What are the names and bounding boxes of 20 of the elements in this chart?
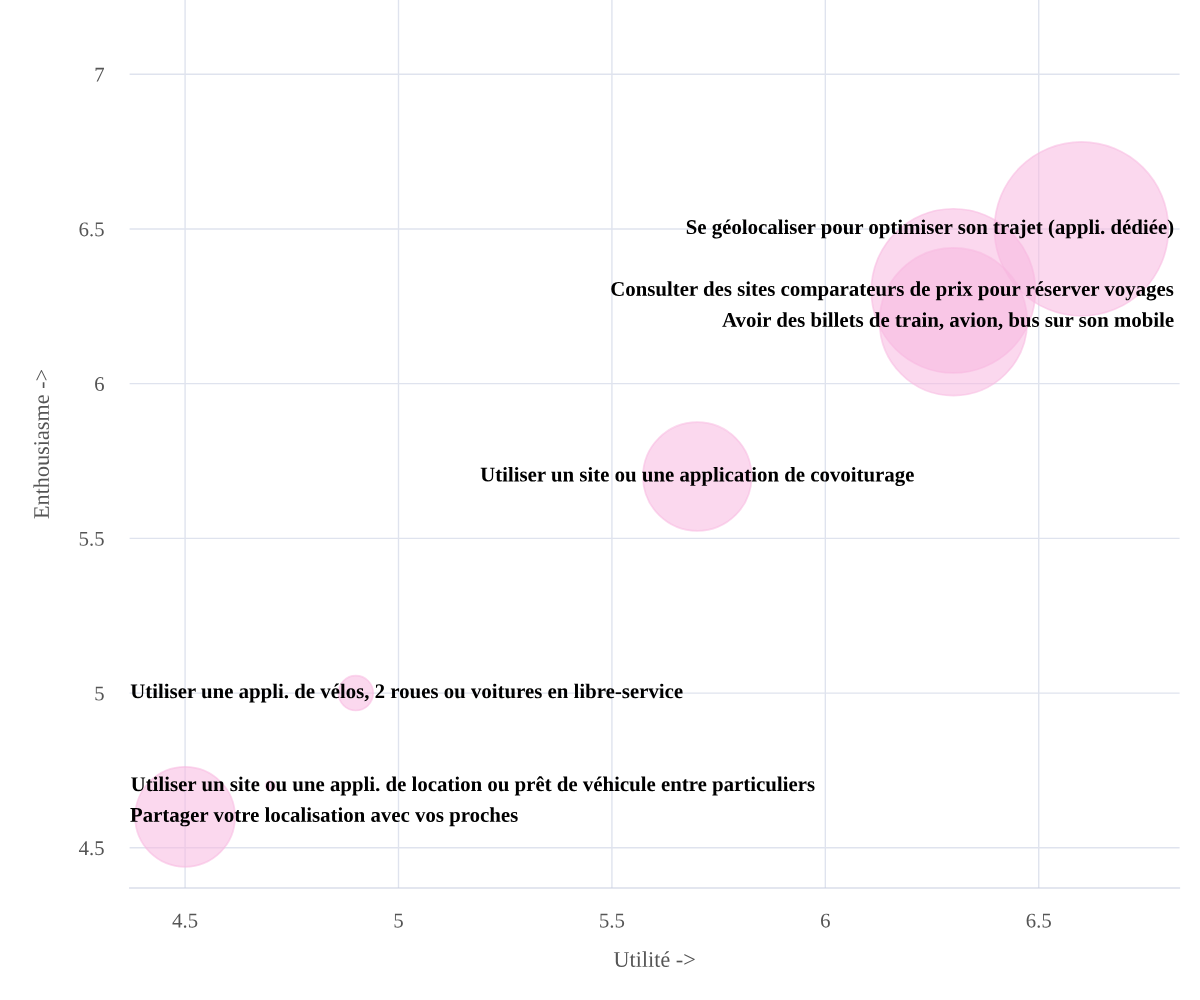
x-tick-label: 6	[821, 913, 830, 928]
y-axis-title: Enthousiasme ->	[33, 369, 50, 519]
y-tick-label: 6	[95, 377, 104, 392]
annotation: Utiliser un site ou une appli. de location ou prêt de véhicule entre particuliers	[131, 776, 815, 796]
x-tick-label: 5	[394, 913, 403, 928]
y-tick-label: 5	[95, 686, 104, 701]
annotation: Se géolocaliser pour optimiser son trajet (appli. dédiée)	[686, 219, 1174, 239]
y-tick-label: 6.5	[79, 222, 104, 237]
annotation: Partager votre localisation avec vos proches	[130, 807, 518, 827]
x-tick-label: 4.5	[172, 913, 198, 928]
annotation: Consulter des sites comparateurs de prix pour réserver voyages	[611, 281, 1174, 301]
x-axis-title: Utilité ->	[613, 951, 695, 967]
x-tick-label: 6.5	[1026, 913, 1051, 928]
y-tick-label: 7	[95, 67, 104, 82]
annotation: Avoir des billets de train, avion, bus sur son mobile	[722, 312, 1174, 331]
y-tick-label: 5.5	[79, 531, 104, 546]
annotation: Utiliser une appli. de vélos, 2 roues ou voitures en libre-service	[130, 683, 683, 703]
y-tick-label: 4.5	[78, 841, 104, 856]
x-tick-label: 5.5	[600, 913, 625, 928]
annotation: Utiliser un site ou une application de covoiturage	[480, 466, 914, 487]
